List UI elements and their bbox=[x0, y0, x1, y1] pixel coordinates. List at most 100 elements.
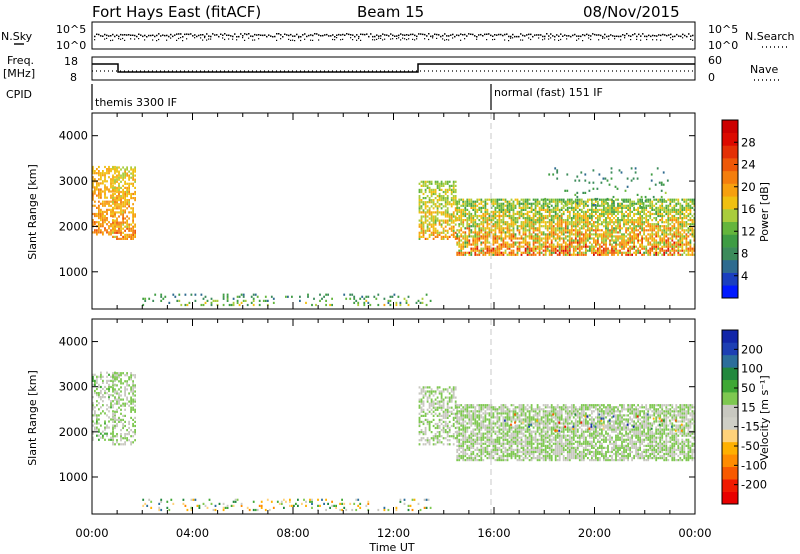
heatmap-cell bbox=[599, 247, 601, 250]
heatmap-cell bbox=[118, 406, 120, 409]
heatmap-cell bbox=[651, 225, 654, 228]
heatmap-cell bbox=[645, 206, 648, 209]
nsearch-point bbox=[588, 37, 590, 39]
heatmap-cell bbox=[462, 247, 465, 250]
heatmap-cell bbox=[124, 408, 126, 411]
heatmap-cell bbox=[582, 200, 585, 203]
nsky-point bbox=[232, 35, 234, 38]
heatmap-cell bbox=[613, 208, 615, 211]
heatmap-cell bbox=[430, 400, 433, 403]
heatmap-cell bbox=[671, 219, 674, 222]
heatmap-cell bbox=[446, 435, 449, 438]
heatmap-cell bbox=[94, 190, 96, 193]
nsky-point bbox=[376, 34, 378, 36]
heatmap-cell bbox=[130, 378, 132, 381]
heatmap-cell bbox=[444, 213, 447, 216]
heatmap-cell bbox=[132, 418, 134, 421]
heatmap-cell bbox=[168, 301, 171, 304]
heatmap-cell bbox=[438, 186, 441, 189]
heatmap-cell bbox=[116, 203, 118, 206]
heatmap-cell bbox=[426, 398, 429, 401]
heatmap-cell bbox=[639, 206, 641, 209]
heatmap-cell bbox=[544, 239, 547, 242]
heatmap-cell bbox=[94, 426, 96, 429]
heatmap-cell bbox=[120, 180, 122, 183]
heatmap-cell bbox=[550, 223, 553, 226]
heatmap-cell bbox=[114, 204, 116, 207]
heatmap-cell bbox=[134, 168, 136, 171]
heatmap-cell bbox=[687, 231, 690, 234]
heatmap-cell bbox=[582, 251, 585, 254]
heatmap-cell bbox=[94, 406, 96, 409]
heatmap-cell bbox=[589, 237, 591, 240]
heatmap-cell bbox=[550, 243, 553, 246]
heatmap-cell bbox=[476, 454, 479, 458]
heatmap-cell bbox=[462, 243, 465, 246]
heatmap-cell bbox=[679, 225, 682, 228]
heatmap-cell bbox=[617, 219, 619, 222]
heatmap-cell bbox=[468, 239, 471, 242]
heatmap-cell bbox=[98, 210, 100, 213]
heatmap-cell bbox=[462, 219, 465, 222]
heatmap-cell bbox=[116, 408, 118, 411]
heatmap-cell bbox=[530, 208, 533, 211]
heatmap-cell bbox=[470, 214, 473, 218]
heatmap-cell bbox=[587, 217, 589, 220]
heatmap-cell bbox=[472, 225, 475, 228]
heatmap-cell bbox=[126, 223, 128, 226]
heatmap-cell bbox=[130, 227, 132, 230]
heatmap-cell bbox=[675, 210, 678, 213]
heatmap-cell bbox=[474, 412, 477, 415]
heatmap-cell bbox=[673, 225, 676, 228]
freq-unit-label: [MHz] bbox=[3, 67, 35, 80]
heatmap-cell bbox=[470, 231, 473, 234]
heatmap-cell bbox=[122, 176, 124, 179]
heatmap-cell bbox=[389, 295, 392, 298]
heatmap-cell bbox=[560, 208, 563, 211]
heatmap-cell bbox=[542, 214, 545, 218]
heatmap-cell bbox=[653, 198, 656, 201]
heatmap-cell bbox=[432, 439, 435, 442]
heatmap-cell bbox=[430, 180, 433, 183]
heatmap-cell bbox=[440, 225, 443, 228]
heatmap-cell bbox=[472, 214, 475, 218]
heatmap-cell bbox=[424, 217, 427, 220]
heatmap-cell bbox=[132, 227, 134, 230]
heatmap-cell bbox=[325, 293, 327, 296]
heatmap-cell bbox=[685, 229, 688, 232]
nsky-point bbox=[448, 35, 450, 37]
heatmap-cell bbox=[534, 206, 537, 209]
heatmap-cell bbox=[100, 212, 102, 216]
heatmap-cell bbox=[428, 207, 431, 210]
heatmap-cell bbox=[685, 225, 688, 228]
heatmap-cell bbox=[578, 249, 581, 252]
heatmap-cell bbox=[112, 178, 114, 181]
heatmap-cell bbox=[430, 199, 433, 202]
heatmap-cell bbox=[428, 390, 431, 393]
heatmap-cell bbox=[643, 231, 645, 234]
heatmap-cell bbox=[420, 184, 423, 187]
heatmap-cell bbox=[639, 225, 641, 228]
heatmap-cell bbox=[122, 437, 124, 440]
heatmap-cell bbox=[568, 251, 571, 254]
heatmap-cell bbox=[585, 214, 587, 218]
heatmap-cell bbox=[118, 398, 120, 401]
heatmap-cell bbox=[516, 225, 519, 228]
heatmap-cell bbox=[432, 233, 435, 236]
heatmap-cell bbox=[456, 434, 459, 437]
heatmap-cell bbox=[560, 202, 563, 205]
heatmap-cell bbox=[466, 198, 469, 201]
nsky-point bbox=[292, 35, 294, 37]
heatmap-cell bbox=[693, 233, 696, 236]
heatmap-cell bbox=[663, 214, 666, 218]
heatmap-cell bbox=[593, 237, 595, 240]
heatmap-cell bbox=[538, 219, 541, 222]
heatmap-cell bbox=[476, 249, 479, 252]
heatmap-cell bbox=[126, 182, 128, 185]
nsearch-point bbox=[542, 39, 544, 41]
heatmap-cell bbox=[448, 443, 451, 446]
heatmap-cell bbox=[587, 229, 589, 232]
heatmap-cell bbox=[560, 237, 563, 240]
heatmap-cell bbox=[609, 229, 611, 232]
heatmap-cell bbox=[526, 243, 529, 246]
